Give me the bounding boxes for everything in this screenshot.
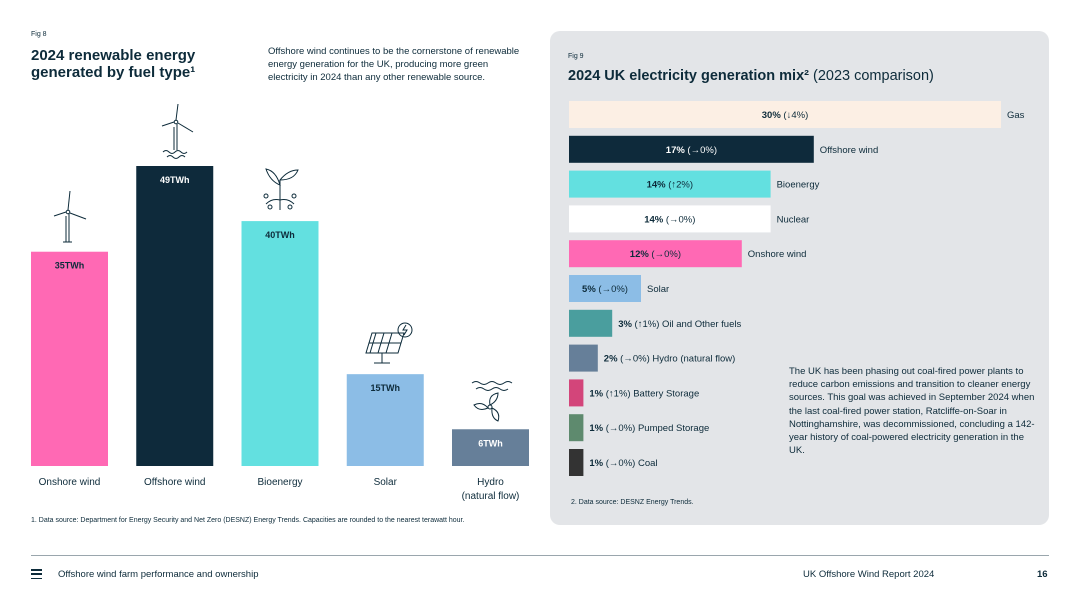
- hbar-1: [569, 135, 814, 163]
- category-label: Bioenergy: [257, 477, 302, 488]
- bar-2: [241, 221, 319, 466]
- hbar-10: [569, 449, 584, 476]
- hbar-value-label: 3% (↑1%) Oil and Other fuels: [618, 319, 741, 330]
- hbar-category-label: Gas: [1007, 110, 1025, 121]
- hbar-4: [569, 240, 742, 268]
- hbar-value-label: 1% (↑1%) Battery Storage: [589, 388, 699, 399]
- hbar-9: [569, 414, 584, 442]
- hbar-category-label: Battery Storage: [633, 388, 699, 399]
- category-label: Solar: [374, 477, 398, 488]
- fig9-title: 2024 UK electricity generation mix² (202…: [568, 68, 934, 84]
- renewable-bar-chart: 35TWh Onshore wind 49TWh Offshore wind 40TWh…: [31, 103, 529, 502]
- solar-panel-icon: [365, 322, 413, 364]
- fig9-label: Fig 9: [568, 53, 584, 60]
- hydro-turbine-icon: [471, 381, 513, 422]
- footer-section-title[interactable]: Offshore wind farm performance and owner…: [58, 569, 259, 580]
- fig8-label: Fig 8: [31, 31, 47, 38]
- hbar-value-label: 5% (→0%): [582, 284, 628, 295]
- hbar-0: [569, 101, 1001, 128]
- bar-value-label: 6TWh: [478, 438, 503, 448]
- hbar-value-label: 12% (→0%): [630, 249, 681, 260]
- hbar-value-label: 1% (→0%) Pumped Storage: [589, 423, 709, 434]
- hbar-category-label: Onshore wind: [748, 249, 807, 260]
- bar-4: [452, 429, 529, 466]
- hbar-category-label: Coal: [638, 458, 658, 469]
- hbar-category-label: Hydro (natural flow): [652, 354, 735, 365]
- bar-3: [346, 374, 424, 466]
- footer-divider: [31, 555, 1049, 556]
- hbar-8: [569, 379, 584, 407]
- hbar-value-label: 14% (→0%): [644, 214, 695, 225]
- hbar-value-label: 30% (↓4%): [762, 110, 808, 121]
- bar-value-label: 49TWh: [160, 175, 190, 185]
- hbar-category-label: Offshore wind: [820, 145, 878, 156]
- page-number: 16: [1037, 569, 1048, 580]
- bar-value-label: 35TWh: [55, 261, 85, 271]
- hbar-7: [569, 344, 598, 372]
- coal-phaseout-note: The UK has been phasing out coal-fired p…: [789, 366, 1035, 457]
- hbar-2: [569, 170, 771, 198]
- fig9-title-rest: (2023 comparison): [808, 68, 934, 84]
- hbar-category-label: Pumped Storage: [638, 423, 709, 434]
- fig8-intro: Offshore wind continues to be the corner…: [268, 46, 520, 83]
- hbar-category-label: Bioenergy: [777, 180, 820, 191]
- category-label: Onshore wind: [39, 477, 101, 488]
- generation-mix-bar-chart: 30% (↓4%) Gas 17% (→0%) Offshore wind 14% (↑…: [569, 101, 1025, 476]
- category-label: Offshore wind: [144, 477, 206, 488]
- offshore-wind-turbine-icon: [161, 103, 194, 159]
- hbar-5: [569, 275, 641, 302]
- hbar-6: [569, 309, 613, 337]
- bar-value-label: 40TWh: [265, 230, 295, 240]
- footer-report-title: UK Offshore Wind Report 2024: [803, 569, 935, 580]
- plant-sprout-icon: [263, 168, 299, 210]
- hbar-value-label: 17% (→0%): [666, 145, 717, 156]
- hamburger-menu-icon[interactable]: [31, 569, 42, 580]
- hbar-category-label: Nuclear: [777, 214, 810, 225]
- hbar-value-label: 1% (→0%) Coal: [589, 458, 657, 469]
- category-label: Hydro: [477, 477, 504, 488]
- fig8-footnote: 1. Data source: Department for Energy Se…: [31, 517, 465, 524]
- fig9-title-bold: 2024 UK electricity generation mix²: [568, 68, 809, 84]
- hbar-category-label: Solar: [647, 284, 669, 295]
- fig8-title: 2024 renewable energy generated by fuel …: [31, 47, 196, 81]
- hbar-value-label: 2% (→0%) Hydro (natural flow): [604, 354, 735, 365]
- wind-turbine-icon: [53, 190, 87, 243]
- bar-value-label: 15TWh: [370, 383, 400, 393]
- bar-0: [31, 251, 108, 466]
- fig9-footnote: 2. Data source: DESNZ Energy Trends.: [571, 499, 694, 506]
- hbar-3: [569, 205, 771, 233]
- category-label-sub: (natural flow): [462, 491, 520, 502]
- hbar-value-label: 14% (↑2%): [647, 180, 693, 191]
- bar-1: [136, 166, 214, 466]
- hbar-category-label: Oil and Other fuels: [662, 319, 741, 330]
